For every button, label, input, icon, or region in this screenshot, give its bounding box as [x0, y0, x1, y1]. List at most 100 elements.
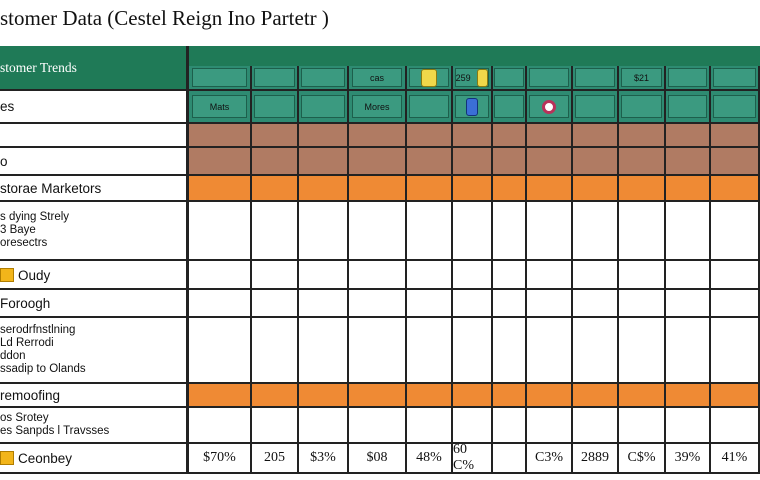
grid-cell[interactable] — [453, 384, 493, 408]
grid-cell[interactable]: 259 — [453, 66, 493, 91]
grid-cell[interactable] — [453, 261, 493, 290]
grid-cell[interactable] — [573, 66, 619, 91]
grid-cell[interactable] — [299, 148, 349, 176]
grid-cell[interactable] — [573, 318, 619, 384]
grid-cell[interactable] — [619, 124, 666, 148]
grid-cell[interactable] — [573, 148, 619, 176]
grid-cell[interactable] — [349, 384, 407, 408]
grid-cell[interactable] — [573, 124, 619, 148]
grid-cell[interactable] — [711, 384, 760, 408]
grid-cell[interactable] — [349, 202, 407, 261]
grid-cell[interactable] — [527, 290, 573, 318]
grid-cell[interactable] — [299, 318, 349, 384]
grid-cell[interactable] — [299, 91, 349, 124]
grid-cell[interactable] — [252, 261, 299, 290]
grid-cell[interactable] — [527, 176, 573, 202]
grid-cell[interactable] — [349, 408, 407, 444]
grid-cell[interactable] — [666, 202, 711, 261]
grid-cell[interactable] — [299, 384, 349, 408]
grid-cell[interactable] — [619, 261, 666, 290]
total-cell[interactable]: 41% — [711, 444, 760, 474]
grid-cell[interactable] — [619, 384, 666, 408]
grid-cell[interactable] — [711, 202, 760, 261]
grid-cell[interactable] — [493, 384, 527, 408]
grid-cell[interactable] — [453, 176, 493, 202]
total-cell[interactable]: $3% — [299, 444, 349, 474]
grid-cell[interactable] — [453, 202, 493, 261]
grid-cell[interactable] — [493, 202, 527, 261]
grid-cell[interactable] — [252, 124, 299, 148]
total-cell[interactable] — [493, 444, 527, 474]
grid-cell[interactable] — [407, 91, 453, 124]
grid-cell[interactable] — [493, 91, 527, 124]
grid-cell[interactable] — [453, 148, 493, 176]
grid-cell[interactable] — [527, 202, 573, 261]
grid-cell[interactable]: Mats — [189, 91, 252, 124]
grid-cell[interactable] — [527, 124, 573, 148]
grid-cell[interactable] — [407, 176, 453, 202]
grid-cell[interactable] — [527, 66, 573, 91]
grid-cell[interactable] — [666, 384, 711, 408]
grid-cell[interactable] — [453, 124, 493, 148]
grid-cell[interactable] — [299, 290, 349, 318]
grid-cell[interactable] — [407, 202, 453, 261]
grid-cell[interactable] — [407, 384, 453, 408]
grid-cell[interactable] — [666, 91, 711, 124]
grid-cell[interactable] — [453, 91, 493, 124]
grid-cell[interactable] — [189, 318, 252, 384]
grid-cell[interactable] — [711, 176, 760, 202]
grid-cell[interactable] — [711, 124, 760, 148]
grid-cell[interactable] — [573, 91, 619, 124]
grid-cell[interactable] — [527, 148, 573, 176]
grid-cell[interactable] — [407, 124, 453, 148]
grid-cell[interactable] — [493, 124, 527, 148]
grid-cell[interactable] — [711, 91, 760, 124]
grid-cell[interactable] — [573, 176, 619, 202]
grid-cell[interactable] — [189, 408, 252, 444]
total-cell[interactable]: $70% — [189, 444, 252, 474]
grid-cell[interactable] — [407, 318, 453, 384]
grid-cell[interactable] — [573, 384, 619, 408]
grid-cell[interactable] — [407, 408, 453, 444]
grid-cell[interactable] — [527, 91, 573, 124]
total-cell[interactable]: $08 — [349, 444, 407, 474]
grid-cell[interactable] — [493, 66, 527, 91]
grid-cell[interactable] — [252, 176, 299, 202]
total-cell[interactable]: 39% — [666, 444, 711, 474]
grid-cell[interactable] — [666, 176, 711, 202]
grid-cell[interactable] — [407, 261, 453, 290]
grid-cell[interactable] — [252, 91, 299, 124]
grid-cell[interactable] — [407, 66, 453, 91]
grid-cell[interactable] — [493, 148, 527, 176]
grid-cell[interactable] — [666, 290, 711, 318]
grid-cell[interactable]: Mores — [349, 91, 407, 124]
grid-cell[interactable] — [252, 384, 299, 408]
grid-cell[interactable] — [349, 261, 407, 290]
grid-cell[interactable] — [493, 318, 527, 384]
grid-cell[interactable] — [527, 261, 573, 290]
grid-cell[interactable] — [619, 176, 666, 202]
grid-cell[interactable] — [189, 384, 252, 408]
grid-cell[interactable] — [349, 318, 407, 384]
grid-cell[interactable] — [453, 318, 493, 384]
grid-cell[interactable] — [252, 318, 299, 384]
grid-cell[interactable] — [453, 408, 493, 444]
grid-cell[interactable] — [666, 261, 711, 290]
grid-cell[interactable] — [407, 290, 453, 318]
grid-cell[interactable]: cas — [349, 66, 407, 91]
grid-cell[interactable] — [527, 318, 573, 384]
grid-cell[interactable] — [407, 148, 453, 176]
grid-cell[interactable] — [711, 290, 760, 318]
grid-cell[interactable] — [619, 91, 666, 124]
grid-cell[interactable] — [573, 408, 619, 444]
total-cell[interactable]: 48% — [407, 444, 453, 474]
grid-cell[interactable] — [493, 176, 527, 202]
grid-cell[interactable] — [299, 261, 349, 290]
grid-cell[interactable] — [493, 290, 527, 318]
total-cell[interactable]: 2889 — [573, 444, 619, 474]
grid-cell[interactable] — [252, 202, 299, 261]
grid-cell[interactable] — [711, 148, 760, 176]
grid-cell[interactable] — [349, 290, 407, 318]
grid-cell[interactable] — [666, 124, 711, 148]
grid-cell[interactable] — [527, 384, 573, 408]
